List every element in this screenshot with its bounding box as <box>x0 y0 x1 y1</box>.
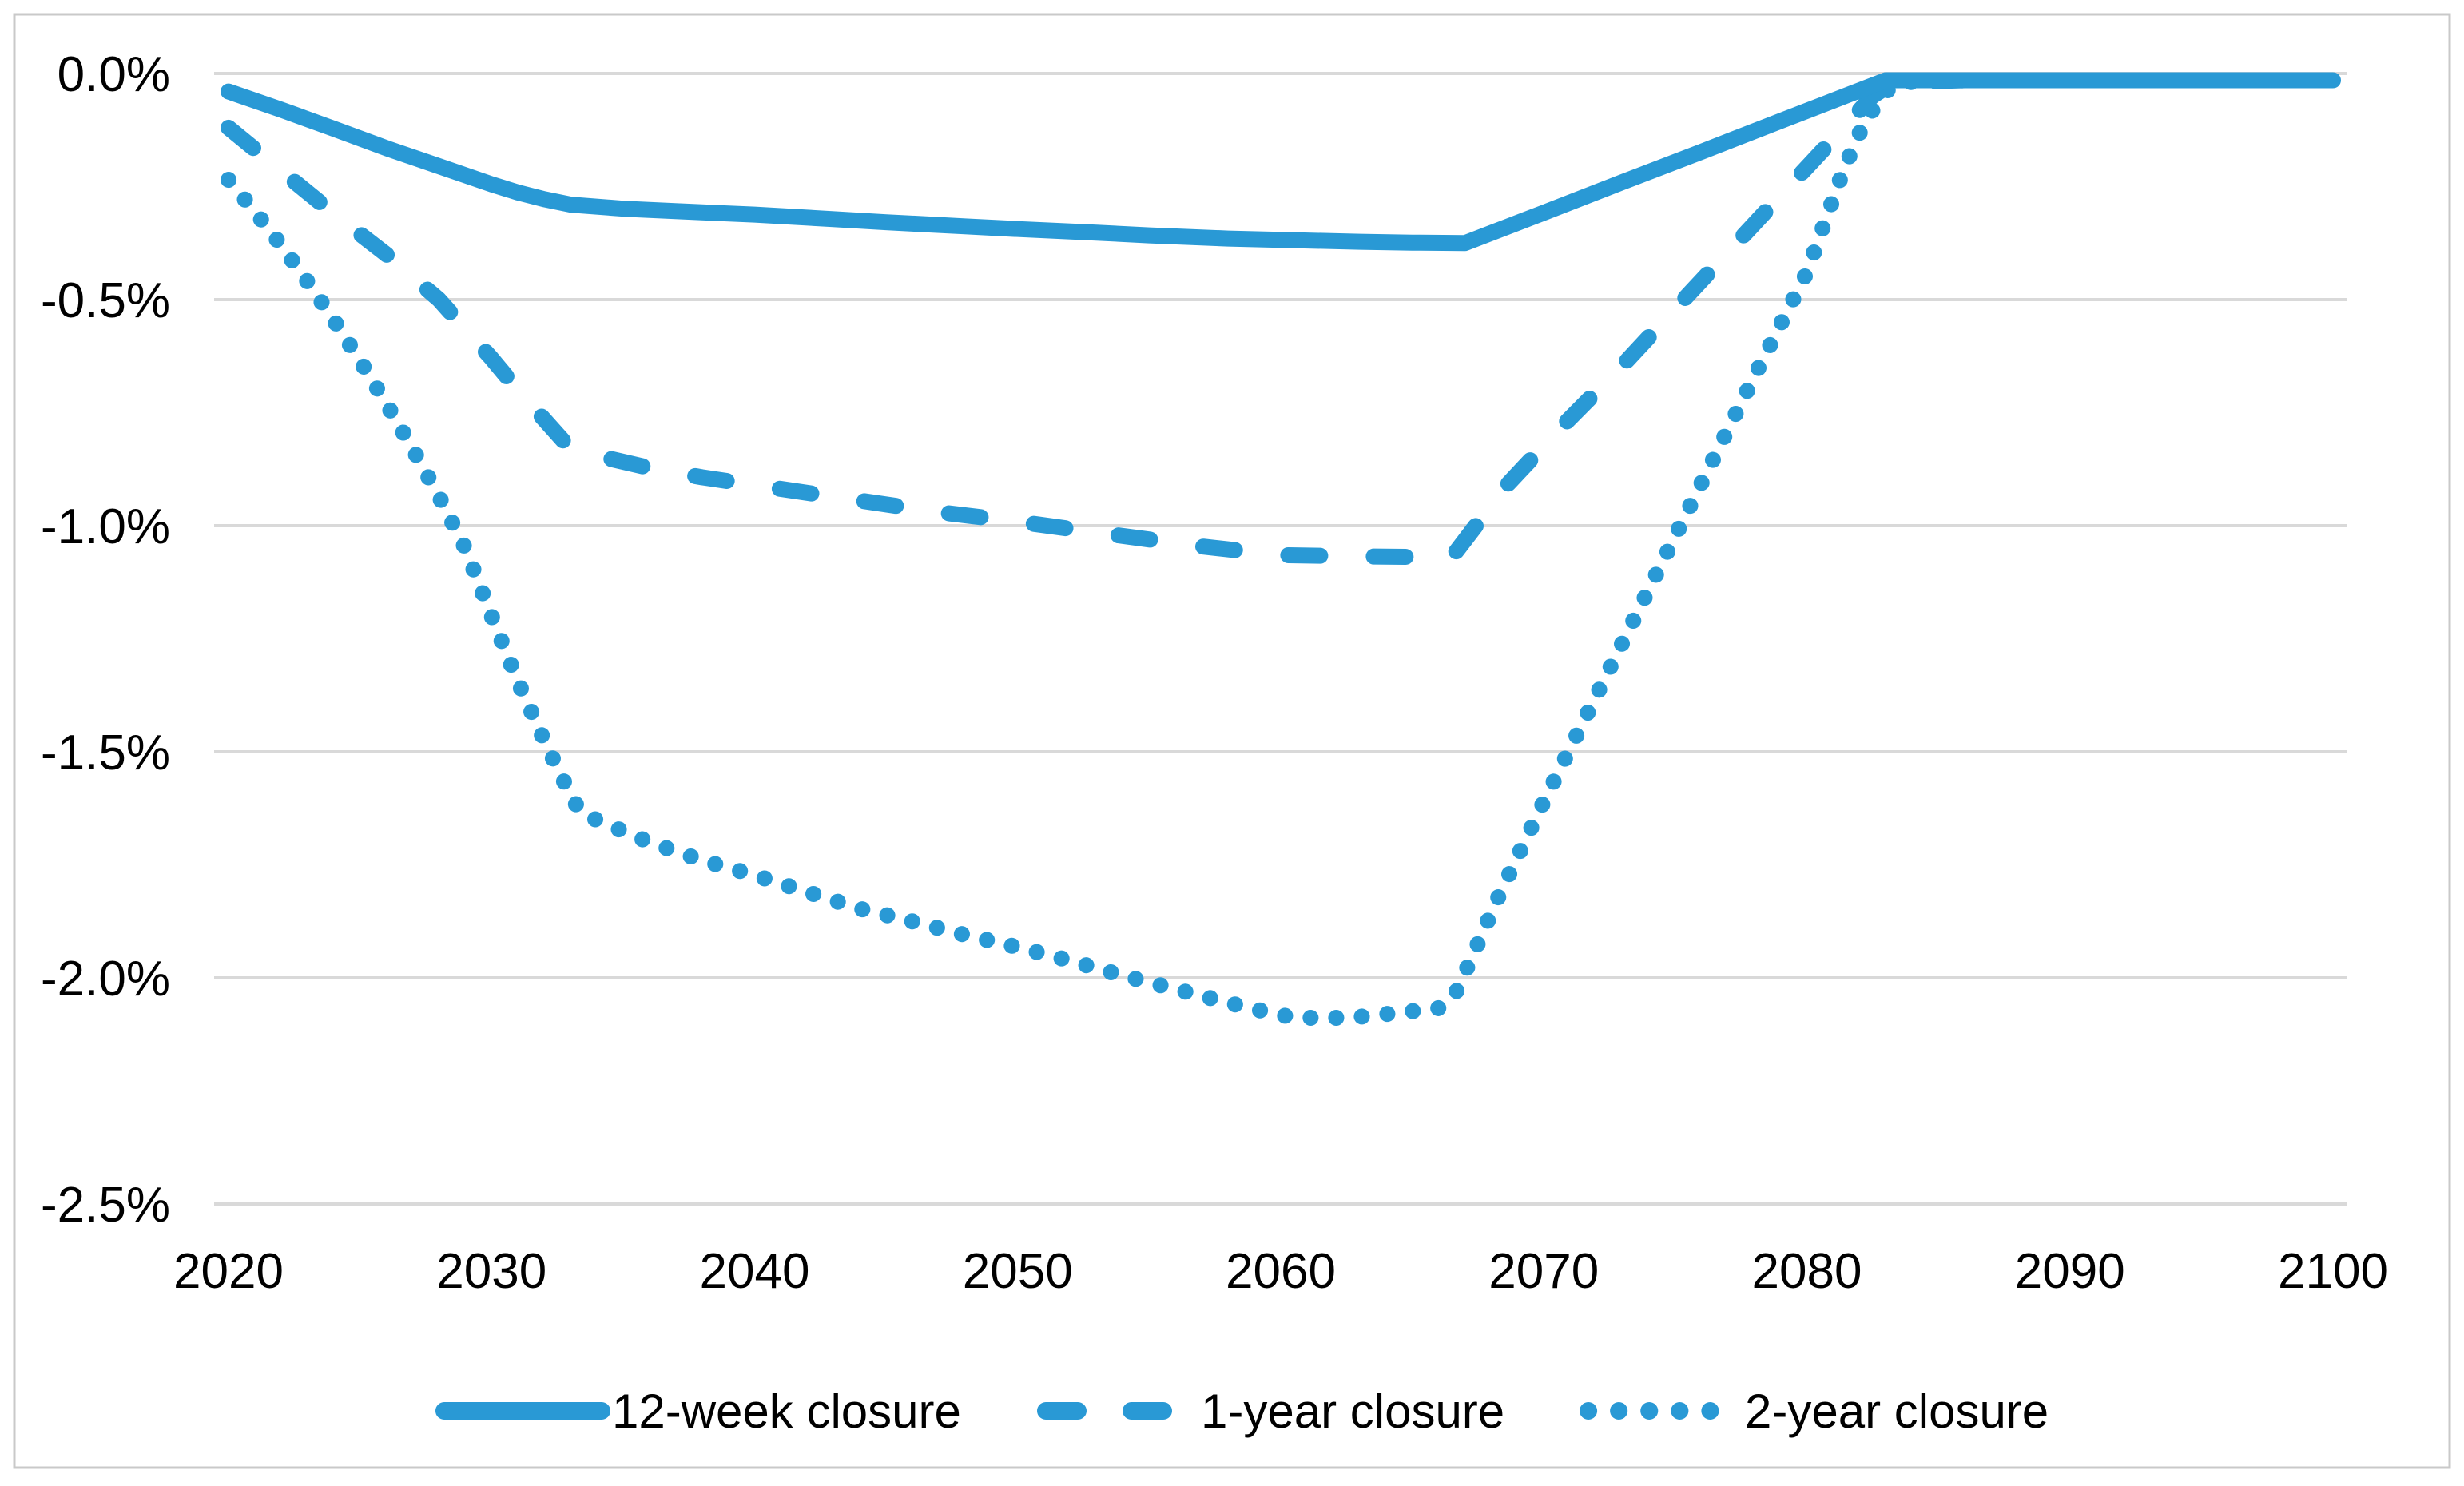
x-tick-label: 2040 <box>700 1244 810 1299</box>
figure-border <box>13 13 2451 1469</box>
legend: 12-week closure 1-year closure 2-year clos… <box>435 1385 2049 1438</box>
x-tick-label: 2030 <box>436 1244 546 1299</box>
x-tick-label: 2100 <box>2278 1244 2388 1299</box>
y-axis-tick-labels: 0.0% -0.5% -1.0% -1.5% -2.0% -2.5% <box>41 47 170 1233</box>
y-tick-label: -2.5% <box>41 1178 170 1233</box>
y-tick-label: 0.0% <box>58 47 170 102</box>
series-line-solid <box>221 72 2341 252</box>
data-series-group <box>221 72 2341 1027</box>
series-line-dotted <box>221 72 2341 1027</box>
y-tick-label: -1.5% <box>41 725 170 781</box>
legend-label: 1-year closure <box>1201 1385 1504 1438</box>
x-axis-tick-labels: 2020 2030 2040 2050 2060 2070 2080 2090 2100 <box>173 1244 2388 1299</box>
x-tick-label: 2070 <box>1488 1244 1599 1299</box>
y-tick-label: -2.0% <box>41 952 170 1007</box>
x-tick-label: 2050 <box>963 1244 1073 1299</box>
y-tick-label: -0.5% <box>41 273 170 328</box>
x-tick-label: 2060 <box>1226 1244 1336 1299</box>
legend-label: 12-week closure <box>612 1385 961 1438</box>
series-line-dashed <box>221 72 2341 566</box>
y-tick-label: -1.0% <box>41 499 170 554</box>
x-tick-label: 2020 <box>173 1244 284 1299</box>
x-tick-label: 2090 <box>2015 1244 2125 1299</box>
legend-label: 2-year closure <box>1745 1385 2049 1438</box>
x-tick-label: 2080 <box>1752 1244 1862 1299</box>
